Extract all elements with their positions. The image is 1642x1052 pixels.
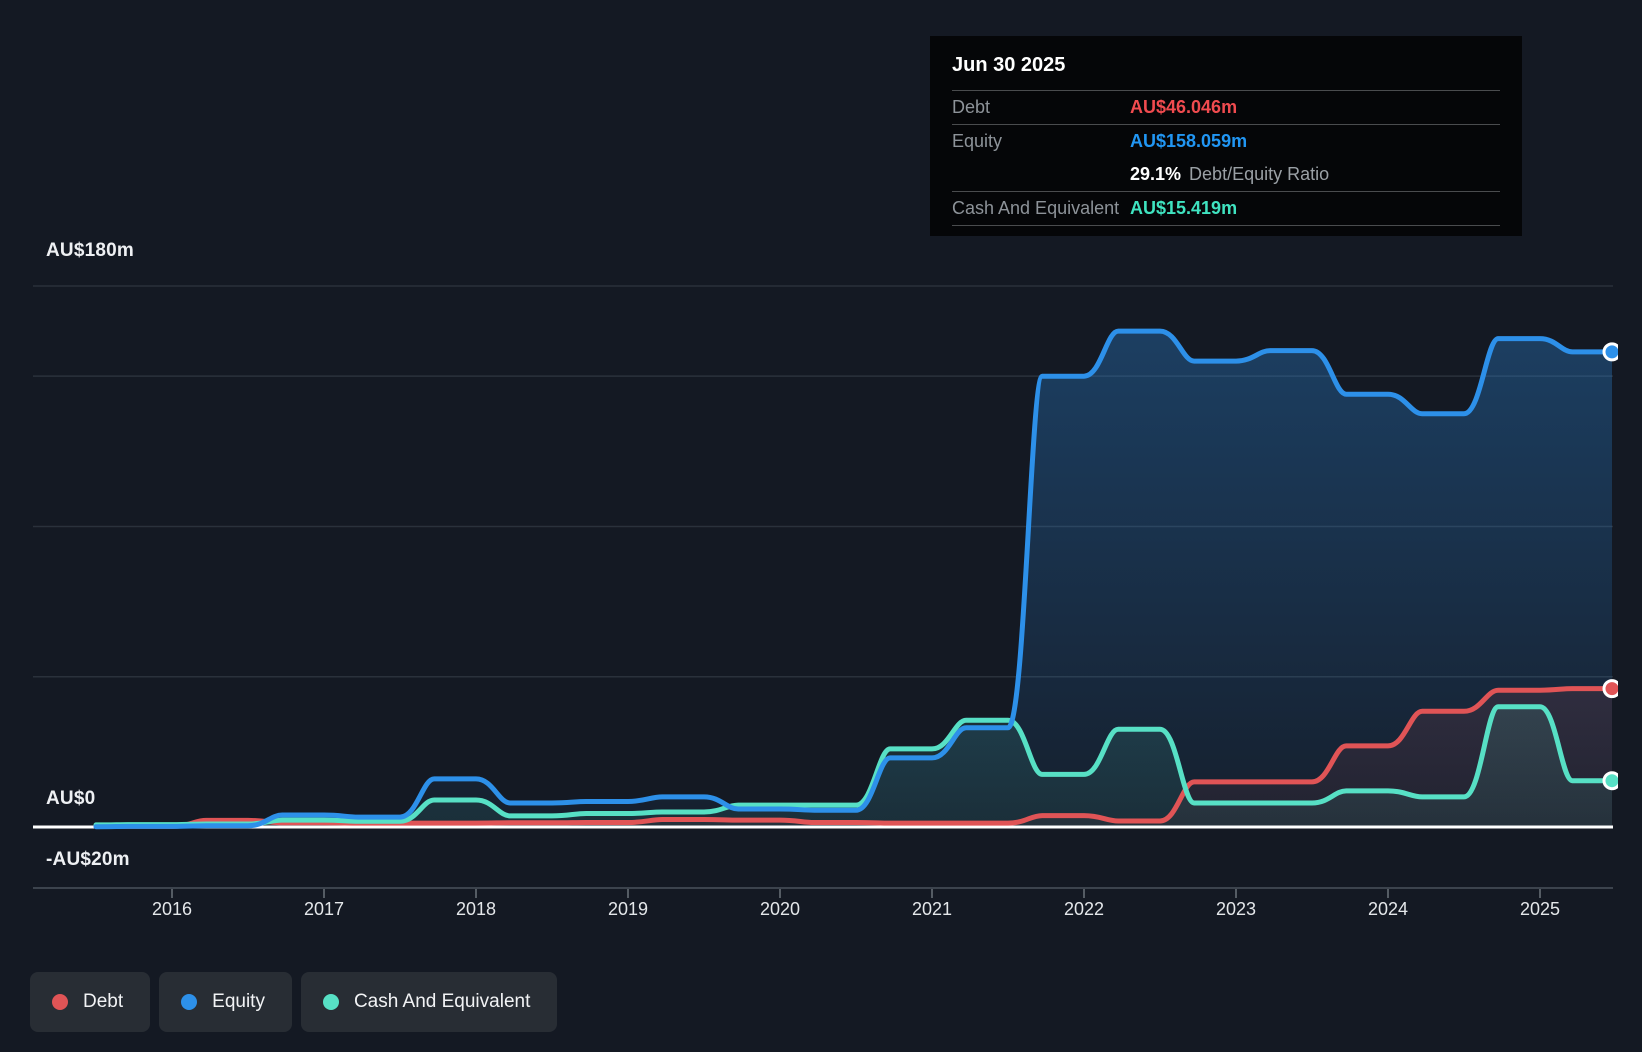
cash-and-equivalent-area	[96, 706, 1612, 827]
tooltip-date: Jun 30 2025	[952, 44, 1500, 91]
equity-area	[96, 331, 1612, 827]
x-axis-year-label-2023: 2023	[1216, 899, 1256, 919]
x-axis-year-label-2025: 2025	[1520, 899, 1560, 919]
x-axis-year-label-2022: 2022	[1064, 899, 1104, 919]
chart-tooltip: Jun 30 2025 Debt AU$46.046m Equity AU$15…	[930, 36, 1522, 236]
y-axis-label-neg20m: -AU$20m	[46, 849, 130, 870]
chart-legend: Debt Equity Cash And Equivalent	[30, 972, 558, 1032]
tooltip-cash-value: AU$15.419m	[1130, 198, 1238, 218]
tooltip-row-debt: Debt AU$46.046m	[952, 91, 1500, 125]
tooltip-ratio-label: Debt/Equity Ratio	[1189, 164, 1330, 184]
y-axis-label-180m: AU$180m	[46, 240, 135, 261]
legend-item-label: Equity	[212, 991, 265, 1012]
x-axis-year-label-2016: 2016	[152, 899, 192, 919]
x-axis-year-label-2018: 2018	[456, 899, 496, 919]
cash-series-dot-icon	[322, 994, 339, 1010]
tooltip-equity-value: AU$158.059m	[1130, 131, 1248, 151]
equity-series-dot-icon	[181, 994, 198, 1010]
y-axis-label-0: AU$0	[46, 788, 96, 809]
legend-item-label: Cash And Equivalent	[353, 991, 531, 1012]
tooltip-cash-label: Cash And Equivalent	[952, 198, 1120, 218]
x-axis-year-label-2017: 2017	[304, 899, 344, 919]
legend-item-equity[interactable]: Equity	[159, 972, 292, 1032]
tooltip-row-equity: Equity AU$158.059m	[952, 125, 1500, 158]
equity-endpoint-dot	[1602, 342, 1618, 362]
x-axis-year-label-2019: 2019	[608, 899, 648, 919]
cash-and-equivalent-line	[93, 704, 1615, 828]
debt-series-dot-icon	[52, 994, 68, 1010]
tooltip-ratio-value: 29.1%	[1130, 164, 1182, 184]
legend-item-cash[interactable]: Cash And Equivalent	[300, 972, 558, 1032]
x-axis-year-label-2020: 2020	[760, 899, 800, 919]
tooltip-equity-label: Equity	[952, 131, 1003, 151]
x-axis-year-label-2024: 2024	[1368, 899, 1408, 919]
tooltip-row-cash: Cash And Equivalent AU$15.419m	[952, 192, 1500, 226]
legend-item-debt[interactable]: Debt	[30, 972, 151, 1032]
x-axis-year-label-2021: 2021	[912, 899, 952, 919]
cash-and-equivalent-endpoint-dot	[1602, 771, 1618, 791]
equity-line	[93, 328, 1615, 830]
tooltip-debt-label: Debt	[952, 97, 991, 117]
debt-endpoint-dot	[1602, 679, 1618, 699]
tooltip-row-ratio: 29.1% Debt/Equity Ratio	[952, 158, 1500, 192]
legend-item-label: Debt	[83, 991, 124, 1012]
debt-area	[96, 688, 1612, 827]
tooltip-debt-value: AU$46.046m	[1130, 97, 1238, 117]
